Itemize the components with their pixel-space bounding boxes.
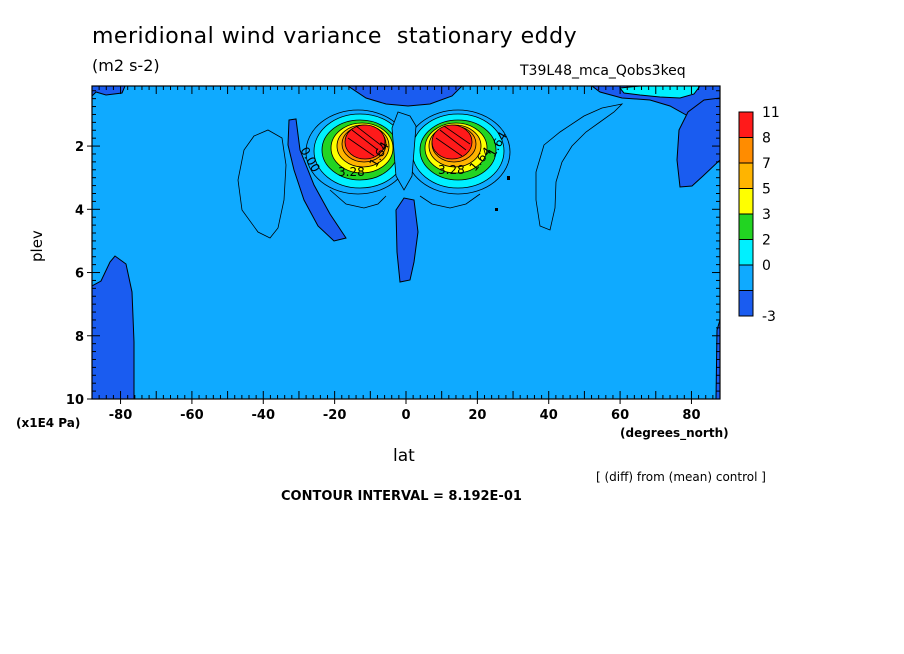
max-north-core-lines [435,125,471,157]
colorbar-label: 2 [762,233,771,249]
y-axis-label: plev [28,230,46,262]
colorbar-label: 11 [762,105,780,121]
weak-contour-mid-right [419,193,481,209]
x-tick-label: 20 [468,408,486,423]
colorbar-label: 8 [762,131,771,147]
maximum-south [305,109,411,195]
x-axis-unit: (degrees_north) [620,426,729,440]
colorbar-swatch [738,264,754,291]
equatorial-gap [391,111,417,191]
colorbar-swatch [738,162,754,189]
contour-interval: CONTOUR INTERVAL = 8.192E-01 [281,489,522,504]
negative-region-top-left [92,86,126,97]
colorbar-swatch [738,213,754,240]
colorbar-label: 5 [762,182,771,198]
y-tick-label: 10 [66,393,84,408]
y-axis-unit: (x1E4 Pa) [16,416,81,430]
x-tick-label: 0 [401,408,410,423]
colorbar-label: 7 [762,156,771,172]
chart-units: (m2 s-2) [92,56,160,75]
negative-region-right-band [676,97,720,188]
axes: -80 -60 -40 -20 0 20 40 60 80 2 4 6 8 10 [66,86,720,423]
y-tick-label: 8 [75,330,84,345]
contour-field: 0.00 1.64 3.28 1.64 3.28 1.64 [92,86,720,399]
colorbar-label: 3 [762,207,771,223]
chart-title: meridional wind variance stationary eddy [92,24,578,49]
colorbar-swatch [738,111,754,138]
y-tick-label: 2 [75,140,84,155]
colorbar-swatch [738,290,754,317]
x-tick-label: -80 [109,408,133,423]
x-tick-label: -20 [323,408,347,423]
x-tick-label: 80 [682,408,700,423]
experiment-name: T39L48_mca_Qobs3keq [520,63,686,79]
y-tick-label: 4 [75,203,84,218]
negative-region-left-lower [92,255,135,399]
positive-region-top-cyan [619,86,701,99]
diff-note: [ (diff) from (mean) control ] [596,470,766,484]
weak-contour-right [535,103,624,231]
y-tick-label: 6 [75,267,84,282]
max-south-core-lines [347,125,383,157]
colorbar-swatch [738,188,754,215]
negative-region-left-band [287,118,347,242]
x-axis-label: lat [393,446,415,466]
colorbar-swatch [738,239,754,266]
x-tick-label: 40 [540,408,558,423]
maximum-north [405,109,511,195]
contour-label-2: 3.28 [338,165,365,179]
max-north-level-7 [431,124,473,160]
weak-contour-left [237,129,287,239]
x-tick-label: -40 [252,408,276,423]
weak-contours [237,103,624,239]
speck-2 [495,208,498,211]
colorbar-label: -3 [762,309,776,325]
colorbar-swatch [738,137,754,164]
x-tick-label: -60 [180,408,204,423]
colorbar-label: 0 [762,258,771,274]
negative-region-top-center [347,86,463,107]
x-tick-label: 60 [611,408,629,423]
contour-label-4: 3.28 [438,163,465,177]
weak-contour-mid-left [329,189,387,209]
speck-1 [507,176,510,180]
negative-region-center-spike [395,197,419,283]
max-south-level-7 [344,124,386,160]
colorbar: 11 8 7 5 3 2 0 -3 [738,105,780,325]
